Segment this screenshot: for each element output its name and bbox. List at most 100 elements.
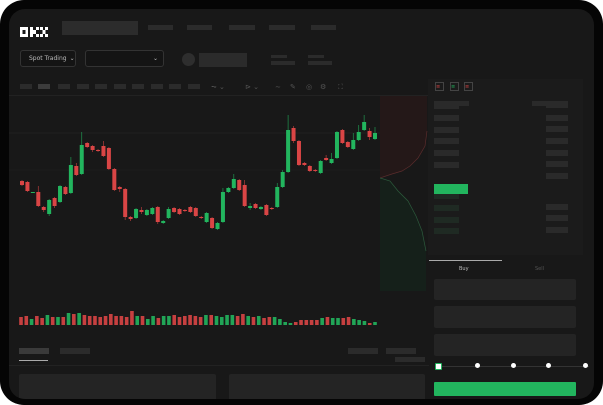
filter-button[interactable]	[348, 348, 378, 354]
market-type-dropdown[interactable]: Spot Trading ⌄	[20, 50, 76, 67]
volume-bar	[40, 318, 44, 325]
orderbook-price[interactable]	[434, 150, 459, 156]
candle-body	[356, 132, 361, 140]
candle-body	[242, 185, 247, 206]
timeframe-button[interactable]	[38, 84, 50, 89]
volume-bar	[24, 316, 29, 325]
candlestick-chart[interactable]	[9, 9, 429, 339]
volume-bar	[56, 317, 60, 325]
orderbook-amount[interactable]	[546, 115, 568, 121]
depth-label	[395, 357, 425, 362]
candle-body	[63, 187, 68, 194]
orderbook-amount[interactable]	[546, 215, 568, 221]
nav-item[interactable]	[269, 25, 295, 30]
draw-icon[interactable]: ∼	[275, 83, 281, 91]
candle-body	[351, 140, 356, 149]
candle-body	[373, 133, 377, 139]
volume-bar	[278, 319, 282, 325]
orderbook-price[interactable]	[434, 115, 459, 121]
orderbook-amount[interactable]	[546, 150, 568, 156]
orderbook-amount[interactable]	[546, 204, 568, 210]
nav-item[interactable]	[311, 25, 336, 30]
slider-stop[interactable]	[546, 363, 551, 368]
orderbook-bids-icon[interactable]: ≡	[450, 82, 459, 91]
tab-buy[interactable]: Buy	[459, 266, 469, 272]
candle-body	[269, 208, 274, 209]
slider-stop[interactable]	[475, 363, 480, 368]
search-bar[interactable]	[62, 21, 138, 35]
price-input[interactable]	[434, 279, 576, 300]
volume-bar	[167, 316, 171, 325]
volume-bar	[230, 315, 235, 325]
slider-stop[interactable]	[511, 363, 516, 368]
slider-stop[interactable]	[583, 363, 588, 368]
orderbook-amount[interactable]	[546, 102, 568, 108]
orderbook-price[interactable]	[434, 205, 459, 211]
ruler-icon[interactable]: ✎	[290, 83, 296, 91]
volume-bar	[172, 315, 177, 325]
candle-body	[144, 210, 149, 215]
timeframe-button[interactable]	[151, 84, 163, 89]
nav-item[interactable]	[229, 25, 255, 30]
fullscreen-icon[interactable]: ⛶	[338, 83, 343, 91]
tab-open-orders[interactable]	[19, 348, 49, 354]
candle-body	[340, 130, 345, 143]
candle-body	[101, 146, 106, 156]
timeframe-button[interactable]	[114, 84, 126, 89]
total-input[interactable]	[434, 334, 576, 356]
orderbook-price[interactable]	[434, 103, 459, 109]
camera-icon[interactable]: ◎	[306, 83, 313, 91]
settings-icon[interactable]: ⚙	[320, 83, 327, 91]
okx-logo[interactable]	[20, 22, 48, 37]
slider-handle[interactable]	[435, 363, 442, 370]
timeframe-button[interactable]	[95, 84, 107, 89]
orderbook-both-icon[interactable]: ≡	[435, 82, 444, 91]
candle-body	[96, 150, 101, 151]
orderbook-price[interactable]	[434, 162, 459, 168]
last-price-highlight	[434, 184, 468, 194]
buy-button[interactable]	[434, 382, 576, 396]
volume-bar	[251, 317, 256, 325]
orderbook-price[interactable]	[434, 138, 459, 144]
timeframe-button[interactable]	[77, 84, 89, 89]
orderbook-amount[interactable]	[546, 161, 568, 167]
candle-body	[188, 207, 193, 212]
timeframe-button[interactable]	[132, 84, 144, 89]
indicator-icon[interactable]: ⊳ ⌄	[245, 83, 259, 91]
candle-body	[68, 165, 73, 193]
volume-bar	[219, 317, 224, 325]
amount-input[interactable]	[434, 306, 576, 328]
candle-body	[150, 208, 155, 214]
candle-body	[161, 221, 166, 223]
orderbook-asks-icon[interactable]: ≡	[464, 82, 473, 91]
pair-dropdown[interactable]: ⌄	[85, 50, 164, 67]
tab-sell[interactable]: Sell	[535, 266, 545, 272]
candle-body	[334, 132, 339, 158]
timeframe-button[interactable]	[188, 84, 200, 89]
volume-bar	[193, 316, 198, 325]
timeframe-button[interactable]	[58, 84, 70, 89]
filter-button[interactable]	[386, 348, 416, 354]
candle-body	[85, 143, 90, 147]
tab-order-history[interactable]	[60, 348, 90, 354]
volume-bar	[87, 316, 92, 325]
volume-bar	[103, 316, 108, 325]
orderbook-amount[interactable]	[546, 173, 568, 179]
timeframe-button[interactable]	[20, 84, 32, 89]
candle-body	[52, 198, 57, 206]
orderbook-price[interactable]	[434, 217, 459, 223]
orderbook-price[interactable]	[434, 228, 459, 234]
orderbook-amount[interactable]	[546, 227, 568, 233]
orderbook-price[interactable]	[434, 127, 459, 133]
candle-body	[275, 187, 280, 207]
timeframe-button[interactable]	[169, 84, 181, 89]
orderbook-price[interactable]	[434, 193, 459, 199]
pair-price	[199, 53, 247, 67]
orderbook-amount[interactable]	[546, 138, 568, 144]
candle-type-icon[interactable]: ⏦ ⌄	[211, 83, 225, 91]
orderbook-amount[interactable]	[546, 126, 568, 132]
nav-item[interactable]	[187, 25, 212, 30]
nav-item[interactable]	[148, 25, 173, 30]
stat-label	[271, 55, 287, 58]
candle-body	[367, 131, 372, 137]
